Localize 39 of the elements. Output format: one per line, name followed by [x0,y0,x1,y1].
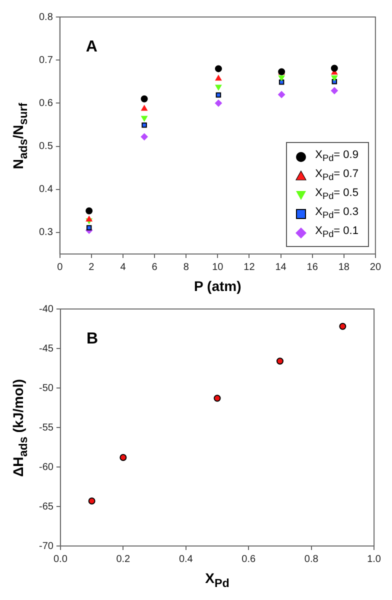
x-tick-label: 20 [370,262,382,273]
y-tick-label: 0.7 [38,54,54,66]
x-tick-label: 0.6 [242,554,256,565]
y-tick-label: -70 [39,540,54,552]
x-tick-label: 1.0 [367,554,382,565]
legend-label: X$_{Pd}$= 0.9 [315,149,358,164]
y-tick-label: -40 [39,304,54,315]
y-tick-label: 0.6 [38,98,54,109]
y-tick-label: 0.5 [38,141,54,152]
x-axis-title: P (atm) [194,278,242,294]
x-tick-label: 6 [152,262,158,273]
y-tick-label: -55 [39,422,54,434]
x-tick-label: 14 [275,262,287,273]
x-tick-label: 10 [212,262,224,273]
annotation: B [86,330,98,348]
x-tick-label: 18 [338,262,350,273]
legend-label: X$_{Pd}$= 0.3 [315,206,358,221]
x-tick-label: 2 [88,262,95,273]
y-tick-label: -65 [39,501,54,512]
y-tick-label: 0.4 [38,184,54,196]
x-tick-label: 0.0 [54,554,68,565]
x-tick-label: 4 [120,262,126,273]
y-tick-label: 0.8 [38,12,54,23]
annotation: A [86,38,98,56]
y-tick-label: -45 [39,343,54,354]
x-axis-title: X$_{Pd}$ [205,570,230,590]
x-tick-label: 0.8 [304,554,319,565]
x-tick-label: 0.4 [178,554,194,565]
y-tick-label: -60 [39,462,54,473]
legend-label: X$_{Pd}$= 0.5 [315,187,358,202]
x-tick-label: 16 [306,262,318,273]
x-tick-label: 8 [183,262,190,273]
x-tick-label: 0.2 [116,554,131,565]
x-tick-label: 0 [57,262,64,273]
y-tick-label: -50 [39,382,54,394]
legend-label: X$_{Pd}$= 0.1 [315,225,358,240]
x-tick-label: 12 [244,262,256,273]
legend-label: X$_{Pd}$= 0.7 [315,168,358,183]
y-tick-label: 0.3 [38,227,54,238]
